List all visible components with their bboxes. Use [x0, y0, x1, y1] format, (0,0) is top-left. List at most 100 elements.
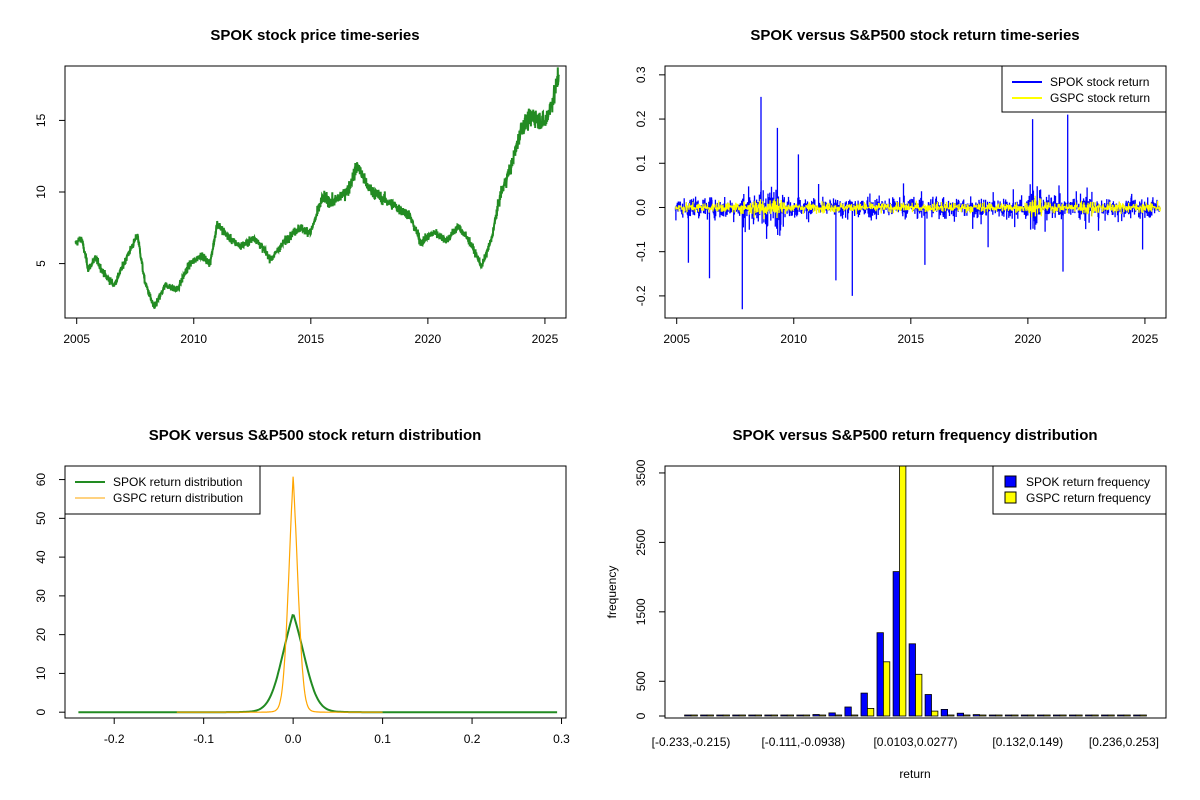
x-category-label: [0.0103,0.0277) — [873, 735, 957, 749]
gspc-frequency-bar — [818, 714, 827, 717]
x-tick-label: 2010 — [780, 332, 807, 346]
spok-frequency-bar — [1117, 714, 1125, 717]
price-series-layer — [74, 67, 560, 310]
panel-returns: SPOK versus S&P500 stock return time-ser… — [634, 27, 1167, 346]
gspc-return-series — [674, 195, 1161, 220]
spok-frequency-bar — [1085, 714, 1093, 717]
spok-frequency-bar — [972, 714, 981, 717]
gspc-frequency-bar — [1043, 714, 1051, 717]
spok-frequency-bar — [828, 712, 836, 717]
gspc-frequency-bar — [1123, 714, 1131, 717]
spok-frequency-bar — [732, 714, 740, 717]
y-tick-label: 0.1 — [634, 155, 648, 172]
spok-frequency-bar — [1069, 714, 1077, 717]
density-series-layer — [78, 476, 558, 714]
spok-frequency-bar — [860, 692, 868, 717]
density-axes: -0.2 -0.1 0.0 0.1 0.2 0.3 0 10 20 30 40 50 60 — [34, 473, 570, 746]
spok-frequency-bar — [716, 714, 724, 717]
gspc-frequency-bar — [1011, 714, 1019, 717]
x-tick-label: 2025 — [1132, 332, 1159, 346]
frequency-axes: 0 500 1500 2500 3500 [-0.233,-0.215) [-0.111,-… — [634, 459, 1159, 749]
y-tick-label: 0.3 — [634, 66, 648, 83]
y-tick-label: 3500 — [634, 459, 648, 486]
y-tick-label: 10 — [34, 666, 48, 680]
gspc-frequency-bar — [786, 714, 795, 717]
x-tick-label: 0.1 — [374, 732, 391, 746]
legend-label-gspc-frequency: GSPC return frequency — [1026, 491, 1151, 505]
spok-density-curve — [78, 613, 558, 714]
returns-axes: 2005 2010 2015 2020 2025 -0.2 -0.1 0.0 0.1 0.2 0.3 — [634, 66, 1159, 346]
gspc-frequency-bar — [802, 714, 811, 717]
returns-plot-frame — [664, 65, 1167, 319]
spok-frequency-bar — [940, 709, 949, 717]
x-tick-label: 2015 — [297, 332, 324, 346]
x-tick-label: 0.0 — [285, 732, 302, 746]
y-tick-label: 20 — [34, 628, 48, 642]
spok-price-line — [74, 67, 560, 310]
x-tick-label: 0.2 — [464, 732, 481, 746]
gspc-frequency-bar — [738, 714, 746, 717]
gspc-frequency-bar — [851, 714, 859, 717]
x-category-label: [-0.111,-0.0938) — [761, 735, 845, 749]
y-tick-label: 0 — [34, 709, 48, 716]
x-tick-label: 2025 — [532, 332, 559, 346]
x-category-label: [0.132,0.149) — [992, 735, 1063, 749]
x-tick-label: -0.2 — [104, 732, 125, 746]
spok-frequency-bar — [1133, 714, 1141, 717]
frequency-chart-title: SPOK versus S&P500 return frequency dist… — [732, 427, 1097, 444]
spok-frequency-bar — [1037, 714, 1045, 717]
legend-swatch-spok-frequency — [1004, 475, 1017, 488]
y-tick-label: 0.0 — [634, 199, 648, 216]
spok-frequency-bar — [1053, 714, 1061, 717]
spok-frequency-bar — [892, 571, 900, 717]
x-category-label: [0.236,0.253] — [1089, 735, 1159, 749]
legend-swatch-gspc-frequency — [1004, 491, 1017, 504]
frequency-legend-box — [992, 465, 1167, 515]
y-tick-label: 2500 — [634, 529, 648, 556]
x-tick-label: 2010 — [180, 332, 207, 346]
spok-frequency-bar — [876, 632, 884, 717]
x-tick-label: 2005 — [63, 332, 90, 346]
returns-chart-title: SPOK versus S&P500 stock return time-ser… — [750, 27, 1079, 44]
spok-frequency-bar — [700, 714, 708, 717]
y-tick-label: 50 — [34, 511, 48, 525]
gspc-frequency-bar — [915, 673, 923, 717]
density-legend-box — [64, 465, 261, 515]
gspc-frequency-bar — [770, 714, 779, 717]
frequency-bars-layer — [684, 465, 1147, 717]
y-tick-label: 5 — [34, 260, 48, 267]
gspc-frequency-bar — [1075, 714, 1083, 717]
x-tick-label: 2005 — [663, 332, 690, 346]
gspc-frequency-bar — [1139, 714, 1147, 717]
gspc-frequency-bar — [979, 714, 987, 717]
returns-series-layer — [674, 96, 1161, 310]
price-axes: 2005 2010 2015 2020 2025 5 10 15 — [34, 113, 559, 346]
legend-label-gspc-return: GSPC stock return — [1050, 91, 1150, 105]
gspc-frequency-bar — [883, 661, 891, 717]
spok-frequency-bar — [908, 643, 916, 717]
spok-frequency-bar — [796, 714, 804, 717]
y-tick-label: 0 — [634, 712, 648, 719]
gspc-frequency-bar — [1059, 714, 1067, 717]
gspc-frequency-bar — [947, 714, 955, 717]
y-tick-label: 15 — [34, 113, 48, 127]
spok-frequency-bar — [812, 714, 820, 717]
spok-frequency-bar — [684, 714, 692, 717]
spok-frequency-bar — [924, 694, 932, 717]
gspc-density-curve — [176, 476, 383, 713]
y-tick-label: 0.2 — [634, 110, 648, 127]
density-plot-frame — [64, 465, 567, 719]
gspc-frequency-bar — [931, 710, 939, 717]
gspc-frequency-bar — [963, 714, 971, 717]
gspc-frequency-bar — [867, 708, 875, 717]
gspc-frequency-bar — [899, 465, 907, 717]
spok-frequency-bar — [1101, 714, 1109, 717]
legend-label-spok-distribution: SPOK return distribution — [113, 475, 242, 489]
gspc-frequency-bar — [834, 714, 843, 717]
y-tick-label: 1500 — [634, 598, 648, 625]
frequency-plot-frame — [664, 465, 1167, 719]
y-tick-label: 10 — [34, 185, 48, 199]
spok-frequency-bar — [844, 706, 852, 717]
frequency-x-axis-label: return — [899, 767, 930, 781]
returns-legend: SPOK stock return GSPC stock return — [1001, 65, 1167, 113]
